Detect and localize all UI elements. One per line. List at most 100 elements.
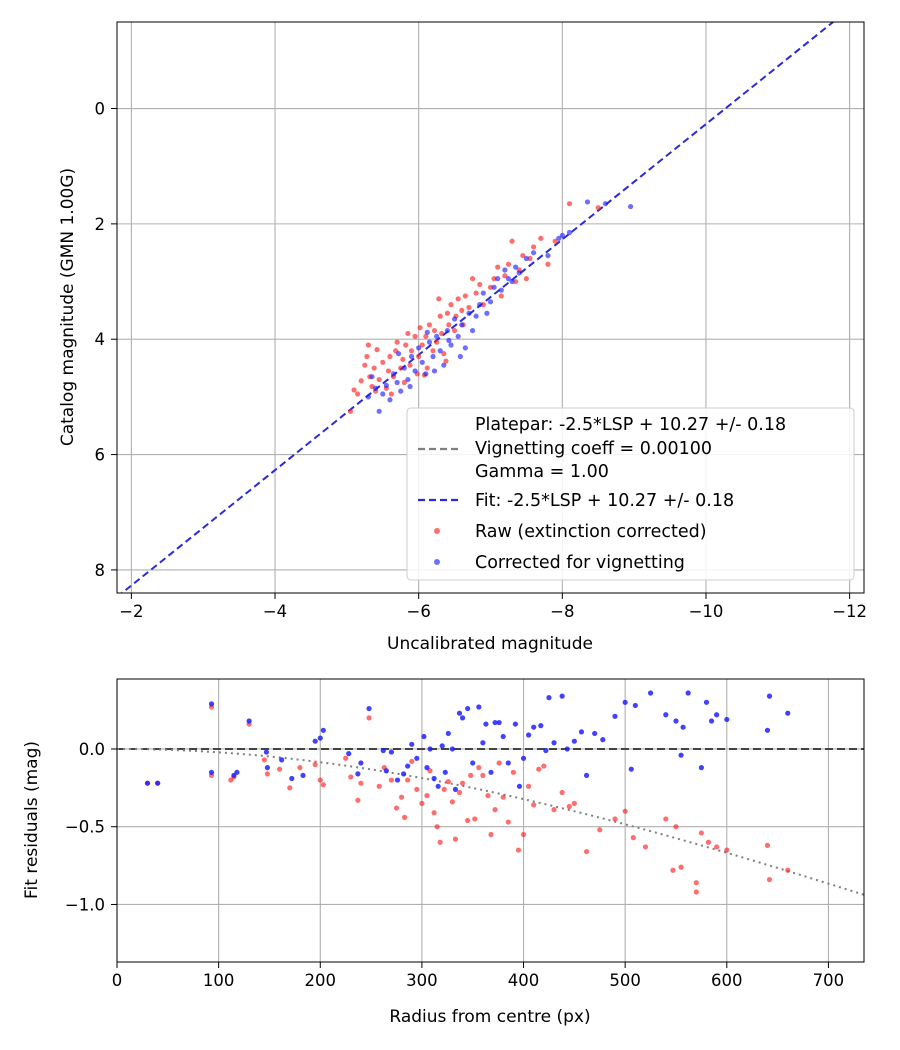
fit-line — [120, 22, 835, 593]
bottom-y-tick-label: 0.0 — [79, 740, 105, 759]
raw-point — [405, 330, 411, 337]
raw-point — [448, 302, 454, 308]
top-y-tick-label: 6 — [95, 446, 106, 465]
corrected-point — [559, 232, 565, 239]
raw-point — [380, 359, 386, 365]
residual-raw-point — [670, 867, 676, 873]
residual-raw-point — [409, 758, 415, 765]
residual-corrected-point — [401, 771, 407, 777]
top-y-tick-label: 4 — [95, 330, 106, 349]
corrected-point — [466, 310, 472, 316]
raw-point — [466, 304, 472, 311]
residual-raw-point — [622, 808, 628, 814]
residual-corrected-point — [632, 702, 638, 709]
raw-point — [426, 322, 433, 328]
residual-corrected-point — [531, 724, 537, 730]
residual-raw-point — [297, 765, 303, 771]
corrected-point — [380, 391, 386, 397]
bottom-x-tick-label: 500 — [609, 971, 641, 990]
raw-point — [431, 327, 438, 334]
corrected-point — [530, 250, 537, 256]
residual-corrected-point — [520, 755, 527, 761]
raw-point — [480, 302, 486, 308]
raw-point — [416, 353, 422, 360]
top-x-tick-label: −2 — [119, 602, 143, 621]
residual-corrected-point — [465, 705, 471, 712]
raw-point — [459, 307, 465, 313]
corrected-point — [459, 322, 465, 328]
raw-point — [477, 281, 483, 288]
residual-raw-point — [459, 780, 466, 786]
residual-corrected-point — [435, 783, 441, 789]
residual-corrected-point — [698, 765, 704, 771]
residual-corrected-point — [496, 719, 502, 726]
raw-point — [387, 353, 393, 360]
residual-corrected-point — [571, 738, 577, 744]
raw-point — [505, 261, 512, 267]
residual-corrected-point — [405, 763, 411, 769]
bottom-x-tick-label: 300 — [406, 971, 438, 990]
corrected-point — [473, 313, 479, 319]
residual-corrected-point — [208, 701, 215, 707]
residual-raw-point — [496, 760, 502, 766]
corrected-point — [437, 348, 443, 354]
bottom-ylabel: Fit residuals (mag) — [22, 741, 42, 899]
residual-corrected-point — [628, 766, 634, 772]
residual-raw-point — [714, 844, 720, 850]
corrected-point — [484, 310, 490, 316]
raw-point — [385, 368, 392, 374]
residual-corrected-point — [234, 769, 240, 775]
residual-corrected-point — [409, 741, 415, 747]
raw-point — [538, 235, 544, 241]
raw-point — [351, 387, 357, 393]
corrected-point — [390, 371, 397, 377]
residual-raw-point — [505, 819, 511, 825]
residual-corrected-point — [289, 775, 295, 782]
top-x-tick-label: −8 — [550, 602, 574, 621]
raw-point — [364, 353, 370, 360]
residual-raw-point — [398, 794, 405, 800]
bottom-raw-points — [144, 704, 791, 895]
corrected-point — [455, 333, 461, 339]
residual-raw-point — [472, 816, 478, 822]
bottom-axes-frame — [116, 678, 865, 963]
raw-point — [441, 351, 447, 357]
raw-point — [455, 296, 461, 302]
top-y-tick-label: 8 — [95, 561, 106, 580]
raw-point — [424, 365, 430, 371]
residual-corrected-point — [492, 719, 498, 726]
corrected-point — [545, 252, 551, 259]
residual-corrected-point — [551, 740, 557, 746]
residual-corrected-point — [678, 752, 684, 758]
residual-raw-point — [612, 816, 618, 822]
corrected-point — [487, 299, 494, 305]
bottom-x-tick-label: 200 — [305, 971, 337, 990]
residual-corrected-point — [456, 710, 463, 716]
residual-corrected-point — [414, 755, 420, 761]
residual-corrected-point — [263, 749, 269, 755]
raw-point — [408, 348, 415, 354]
raw-point — [358, 378, 364, 384]
raw-point — [444, 310, 451, 316]
residual-corrected-point — [559, 693, 565, 699]
residual-raw-point — [630, 835, 636, 841]
corrected-point — [412, 368, 418, 374]
raw-point — [566, 201, 573, 207]
bottom-x-tick-label: 100 — [203, 971, 235, 990]
residual-raw-point — [355, 797, 361, 803]
residual-raw-point — [693, 880, 699, 886]
residual-corrected-point — [516, 783, 523, 789]
raw-point — [552, 238, 558, 244]
residual-raw-point — [785, 867, 791, 873]
corrected-point — [502, 267, 508, 273]
corrected-point — [441, 362, 447, 368]
corrected-point — [372, 385, 379, 391]
corrected-point — [426, 339, 433, 345]
corrected-point — [627, 203, 634, 210]
top-lines — [120, 22, 835, 593]
residual-raw-point — [500, 794, 506, 800]
corrected-point — [434, 333, 440, 339]
raw-point — [401, 379, 407, 386]
top-x-tick-label: −4 — [263, 602, 287, 621]
residual-corrected-point — [317, 735, 323, 741]
